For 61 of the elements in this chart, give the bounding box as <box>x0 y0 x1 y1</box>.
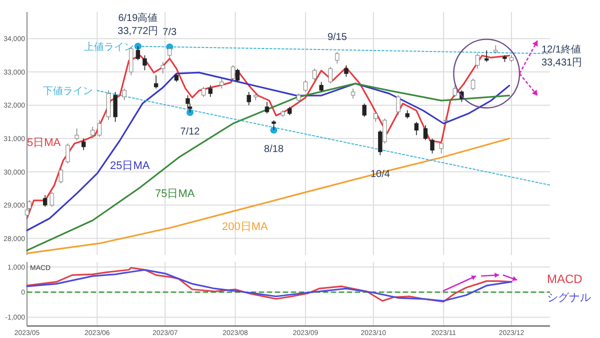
annotation: 7/12 <box>180 126 200 138</box>
candlestick <box>113 91 118 122</box>
candlestick <box>423 124 428 141</box>
candlestick <box>396 94 400 116</box>
candlestick <box>50 191 54 208</box>
point <box>270 126 278 134</box>
candlestick <box>43 194 48 208</box>
line-series <box>26 82 510 252</box>
candlestick <box>106 90 111 121</box>
candlestick <box>235 68 240 82</box>
candlestick <box>303 80 308 92</box>
candlestick <box>66 143 70 164</box>
candlestick <box>90 126 95 139</box>
series-label: 75日MA <box>155 188 196 200</box>
candlestick <box>374 111 378 122</box>
candlestick <box>382 118 387 144</box>
candlestick <box>264 101 270 114</box>
candlestick <box>350 88 356 99</box>
candlestick <box>230 64 236 82</box>
series-label: 5日MA <box>27 137 62 149</box>
candlestick <box>319 82 324 92</box>
candlestick <box>186 94 190 109</box>
series-label: 200日MA <box>222 221 269 233</box>
candlestick <box>154 74 158 89</box>
series-label: 25日MA <box>110 160 150 172</box>
annotation: 9/15 <box>327 32 348 43</box>
candlestick <box>344 64 348 78</box>
annotation: 7/3 <box>162 26 178 38</box>
point <box>186 109 194 116</box>
candlestick <box>430 138 434 154</box>
candlestick <box>220 78 224 89</box>
candlestick <box>362 103 366 118</box>
annotation: 8/18 <box>264 144 284 156</box>
candlestick <box>335 52 340 64</box>
candlestick <box>312 68 317 81</box>
candlestick <box>160 62 165 74</box>
line-series <box>26 72 510 232</box>
candlestick <box>142 54 147 71</box>
candlestick <box>97 120 102 138</box>
candlestick <box>439 141 444 154</box>
candlestick <box>470 78 476 91</box>
candlestick <box>58 168 64 184</box>
text: シグナル <box>547 292 591 304</box>
candlestick <box>82 138 86 151</box>
series-label: 上値ライン <box>84 40 134 53</box>
candlestick <box>452 84 458 98</box>
annotation: 12/1終値 33,431円 <box>542 44 582 69</box>
candlestick <box>74 128 79 141</box>
candlestick <box>201 86 206 98</box>
candlestick <box>246 91 251 106</box>
series-label: 下値ライン <box>43 85 94 98</box>
candlestick <box>122 88 126 101</box>
candlestick <box>328 66 332 84</box>
line-series <box>26 138 510 254</box>
candlestick <box>378 130 382 156</box>
candlestick <box>296 93 301 104</box>
text: MACD <box>547 272 583 286</box>
annotation: 6/19高値 33,772円 <box>118 12 158 38</box>
candlestick <box>414 121 419 136</box>
candlestick <box>475 53 480 69</box>
candlestick <box>208 84 212 98</box>
